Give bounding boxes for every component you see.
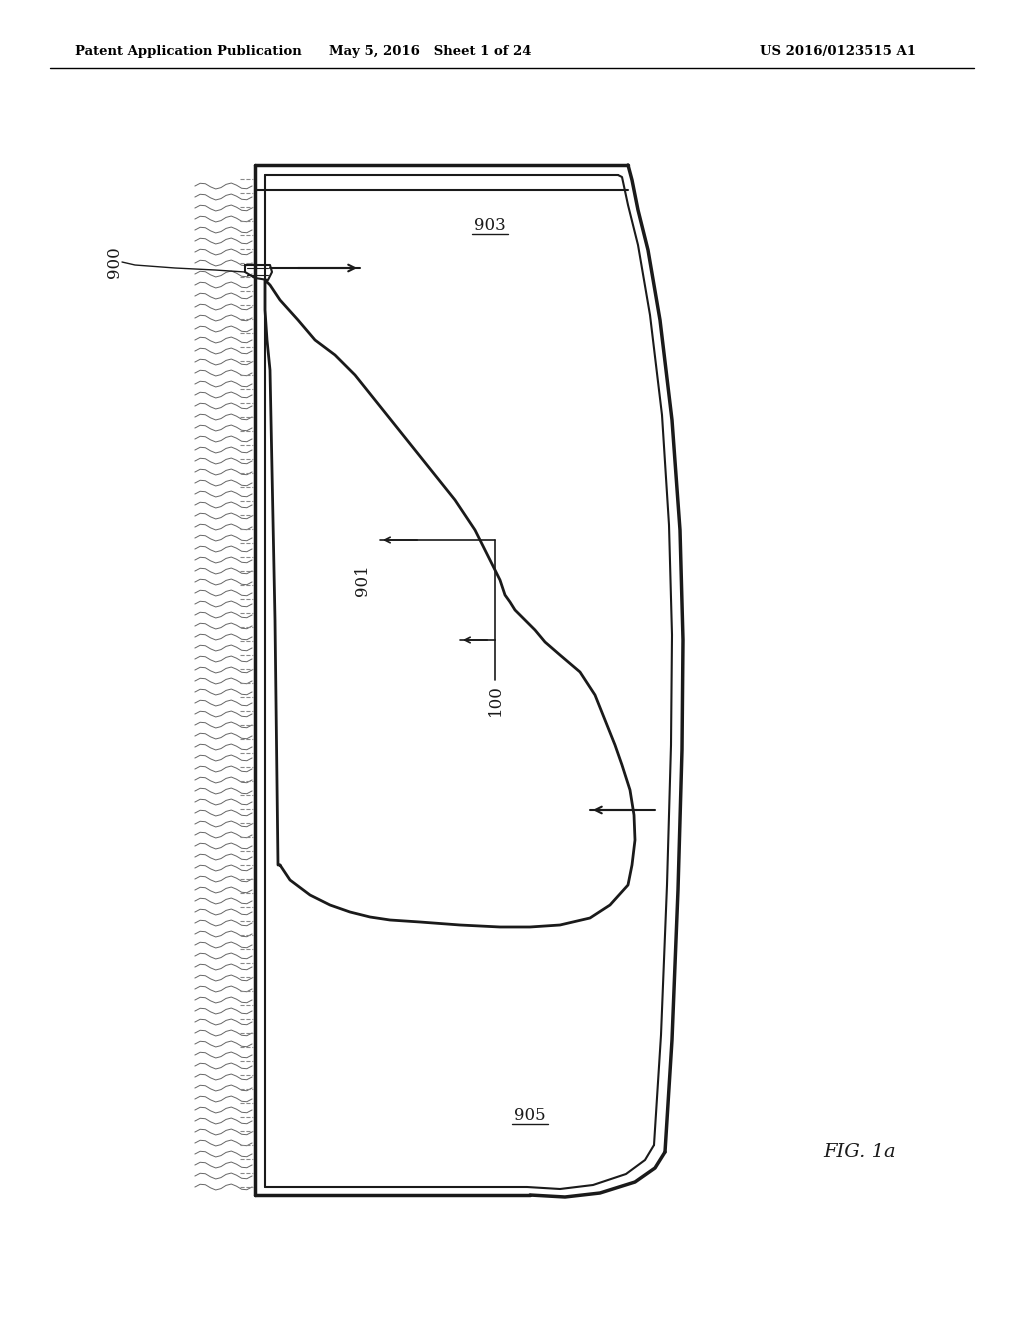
Text: 905: 905 (514, 1106, 546, 1123)
Text: 903: 903 (474, 216, 506, 234)
Text: 100: 100 (486, 684, 504, 715)
Text: FIG. 1a: FIG. 1a (823, 1143, 896, 1162)
Text: Patent Application Publication: Patent Application Publication (75, 45, 302, 58)
Text: US 2016/0123515 A1: US 2016/0123515 A1 (760, 45, 916, 58)
Text: 900: 900 (106, 246, 124, 279)
Text: May 5, 2016   Sheet 1 of 24: May 5, 2016 Sheet 1 of 24 (329, 45, 531, 58)
Text: 901: 901 (353, 564, 371, 595)
